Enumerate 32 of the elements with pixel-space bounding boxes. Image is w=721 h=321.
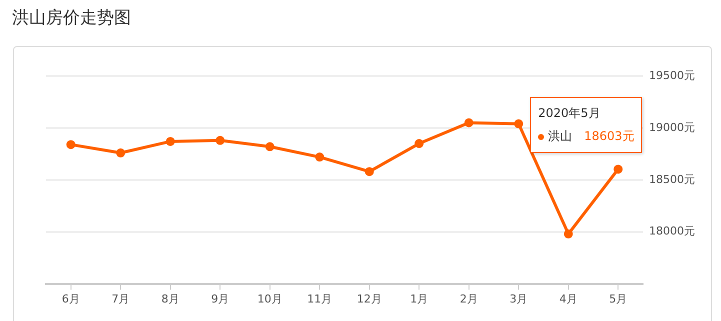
point: [614, 164, 623, 174]
point: [66, 140, 76, 150]
point: [514, 119, 524, 128]
chart-title: 洪山房价走势图: [12, 7, 131, 29]
legend-label: 洪山: [548, 128, 572, 146]
point: [265, 142, 274, 152]
point: [414, 139, 424, 148]
x-tick-label: 8月: [161, 292, 180, 306]
y-tick-label: 18000元: [649, 224, 695, 238]
x-tick-label: 12月: [356, 292, 382, 306]
y-tick-label: 19500元: [649, 68, 695, 82]
annotation: 2020年5月: [538, 106, 600, 120]
x-tick-label: 9月: [211, 292, 230, 306]
x-tick-label: 10月: [257, 292, 282, 306]
y-tick-label: 19000元: [649, 120, 695, 134]
point: [166, 136, 175, 146]
point: [464, 118, 474, 128]
x-tick-label: 2月: [460, 292, 478, 306]
x-tick-label: 4月: [559, 292, 578, 306]
data-label: 18603元: [584, 128, 634, 146]
point: [116, 148, 126, 158]
x-tick-label: 5月: [609, 292, 628, 306]
y-tick-label: 18500元: [649, 172, 695, 186]
x-tick-label: 7月: [112, 292, 130, 306]
x-tick-label: 3月: [510, 292, 528, 306]
x-tick-label: 11月: [307, 292, 332, 306]
point: [564, 229, 573, 238]
point: [216, 136, 225, 145]
x-tick-label: 1月: [410, 292, 428, 306]
point: [315, 152, 324, 162]
point: [364, 167, 374, 176]
x-tick-label: 6月: [62, 292, 80, 306]
